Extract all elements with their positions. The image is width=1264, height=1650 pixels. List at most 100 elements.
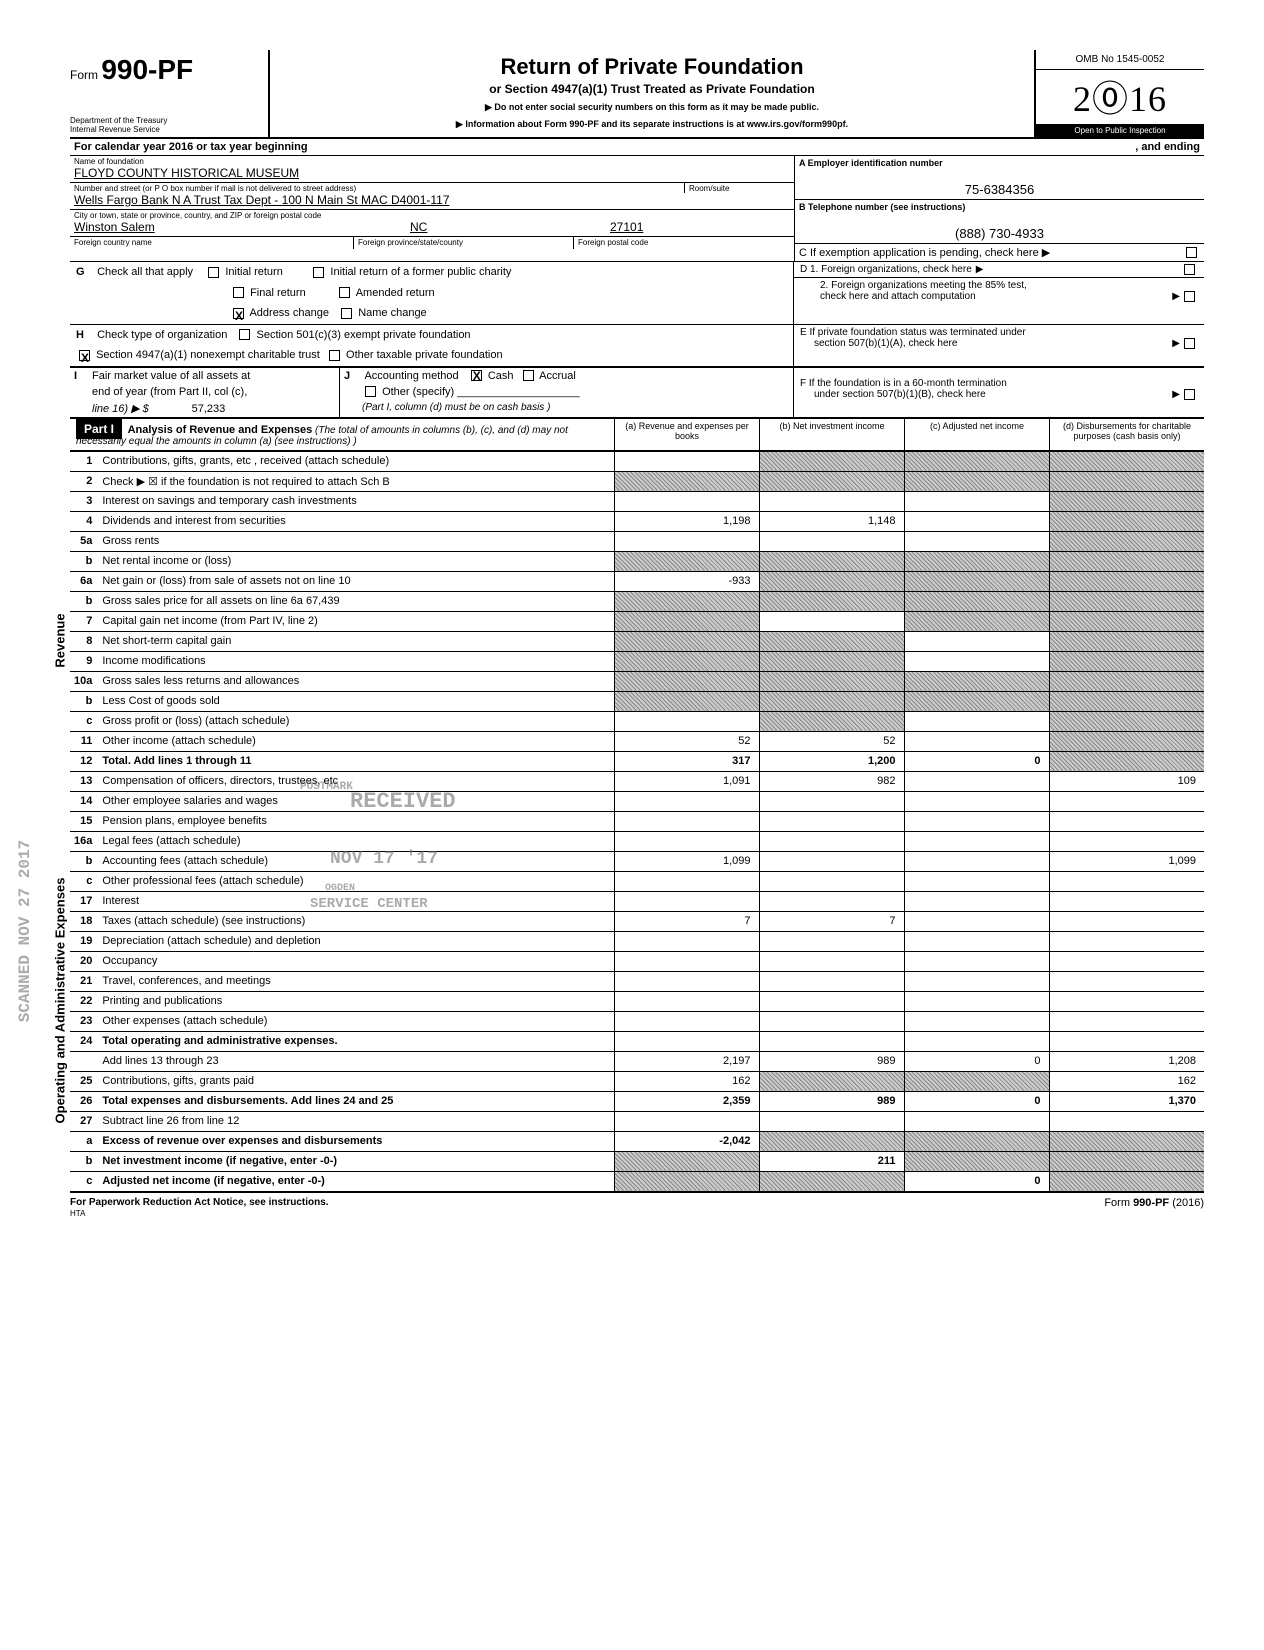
col-a: 1,091 (614, 771, 759, 791)
line-number: b (70, 1151, 98, 1171)
d2b-label: check here and attach computation (820, 291, 1168, 302)
other-method-checkbox[interactable] (365, 386, 376, 397)
col-c (904, 571, 1049, 591)
line-desc: Total expenses and disbursements. Add li… (98, 1091, 614, 1111)
e-checkbox[interactable] (1184, 338, 1195, 349)
col-a (614, 631, 759, 651)
initial-former-checkbox[interactable] (313, 267, 324, 278)
id-block: Name of foundation FLOYD COUNTY HISTORIC… (70, 156, 1204, 262)
line-number: c (70, 871, 98, 891)
table-row: 23Other expenses (attach schedule) (70, 1011, 1204, 1031)
col-a (614, 711, 759, 731)
part1-wrap: Revenue Operating and Administrative Exp… (70, 451, 1204, 1192)
name-change-checkbox[interactable] (341, 308, 352, 319)
line-number: 27 (70, 1111, 98, 1131)
col-b (759, 931, 904, 951)
col-c (904, 871, 1049, 891)
line-number (70, 1051, 98, 1071)
i-line-2: end of year (from Part II, col (c), (70, 384, 339, 400)
address-change-checkbox[interactable] (233, 308, 244, 319)
d1-checkbox[interactable] (1184, 264, 1195, 275)
col-c (904, 1031, 1049, 1051)
col-d (1049, 831, 1204, 851)
h-lead: H (76, 327, 94, 344)
line-number: a (70, 1131, 98, 1151)
accrual-checkbox[interactable] (523, 370, 534, 381)
other-tax-checkbox[interactable] (329, 350, 340, 361)
col-d-head: (d) Disbursements for charitable purpose… (1049, 419, 1204, 450)
col-b (759, 811, 904, 831)
g-row-2: Final return Amended return (70, 283, 793, 304)
col-a: 2,197 (614, 1051, 759, 1071)
s4947-checkbox[interactable] (79, 350, 90, 361)
col-b-head: (b) Net investment income (759, 419, 904, 450)
table-row: bAccounting fees (attach schedule)1,0991… (70, 851, 1204, 871)
tax-year: 2⓪16 (1036, 70, 1204, 124)
table-row: 14Other employee salaries and wages (70, 791, 1204, 811)
col-a-head: (a) Revenue and expenses per books (614, 419, 759, 450)
part1-title: Analysis of Revenue and Expenses (128, 424, 313, 436)
col-c (904, 731, 1049, 751)
col-d (1049, 1011, 1204, 1031)
id-left: Name of foundation FLOYD COUNTY HISTORIC… (70, 156, 794, 261)
c-checkbox[interactable] (1186, 247, 1197, 258)
col-a (614, 831, 759, 851)
col-c (904, 831, 1049, 851)
line-number: 21 (70, 971, 98, 991)
f-checkbox[interactable] (1184, 389, 1195, 400)
cash-checkbox[interactable] (471, 370, 482, 381)
foreign-postal-label: Foreign postal code (574, 237, 794, 249)
city-state-zip: Winston Salem NC 27101 (70, 220, 794, 237)
city-label: City or town, state or province, country… (70, 210, 794, 220)
line-number: 26 (70, 1091, 98, 1111)
line-number: b (70, 851, 98, 871)
d2-checkbox[interactable] (1184, 291, 1195, 302)
col-a: -933 (614, 571, 759, 591)
col-d (1049, 1111, 1204, 1131)
table-row: cGross profit or (loss) (attach schedule… (70, 711, 1204, 731)
foreign-country-label: Foreign country name (70, 237, 354, 249)
line-desc: Contributions, gifts, grants paid (98, 1071, 614, 1091)
s501-checkbox[interactable] (239, 329, 250, 340)
col-c (904, 1111, 1049, 1131)
amended-checkbox[interactable] (339, 287, 350, 298)
col-a: 162 (614, 1071, 759, 1091)
line-number: 18 (70, 911, 98, 931)
initial-checkbox[interactable] (208, 267, 219, 278)
g-check-all: Check all that apply (97, 266, 193, 278)
col-c (904, 591, 1049, 611)
line-desc: Compensation of officers, directors, tru… (98, 771, 614, 791)
col-c (904, 651, 1049, 671)
col-c (904, 711, 1049, 731)
form-subtitle: or Section 4947(a)(1) Trust Treated as P… (278, 82, 1026, 96)
final-checkbox[interactable] (233, 287, 244, 298)
col-a (614, 791, 759, 811)
col-a (614, 1031, 759, 1051)
open-to-public: Open to Public Inspection (1036, 124, 1204, 137)
col-c (904, 1151, 1049, 1171)
col-b (759, 651, 904, 671)
f2-label: under section 507(b)(1)(B), check here (800, 389, 1168, 400)
address: Wells Fargo Bank N A Trust Tax Dept - 10… (70, 193, 794, 210)
line-desc: Legal fees (attach schedule) (98, 831, 614, 851)
j-lead: J (344, 370, 362, 382)
col-d (1049, 571, 1204, 591)
col-b (759, 531, 904, 551)
col-a (614, 1111, 759, 1131)
line-number: 14 (70, 791, 98, 811)
col-a (614, 651, 759, 671)
f-row: F If the foundation is in a 60-month ter… (794, 368, 1204, 402)
col-a (614, 1171, 759, 1191)
col-b (759, 791, 904, 811)
col-b: 211 (759, 1151, 904, 1171)
col-c (904, 1071, 1049, 1091)
col-d (1049, 911, 1204, 931)
table-row: 11Other income (attach schedule)5252 (70, 731, 1204, 751)
col-a (614, 671, 759, 691)
table-row: bLess Cost of goods sold (70, 691, 1204, 711)
col-c (904, 771, 1049, 791)
s501-label: Section 501(c)(3) exempt private foundat… (257, 329, 471, 341)
line-number: 20 (70, 951, 98, 971)
col-c (904, 911, 1049, 931)
line-desc: Gross sales less returns and allowances (98, 671, 614, 691)
